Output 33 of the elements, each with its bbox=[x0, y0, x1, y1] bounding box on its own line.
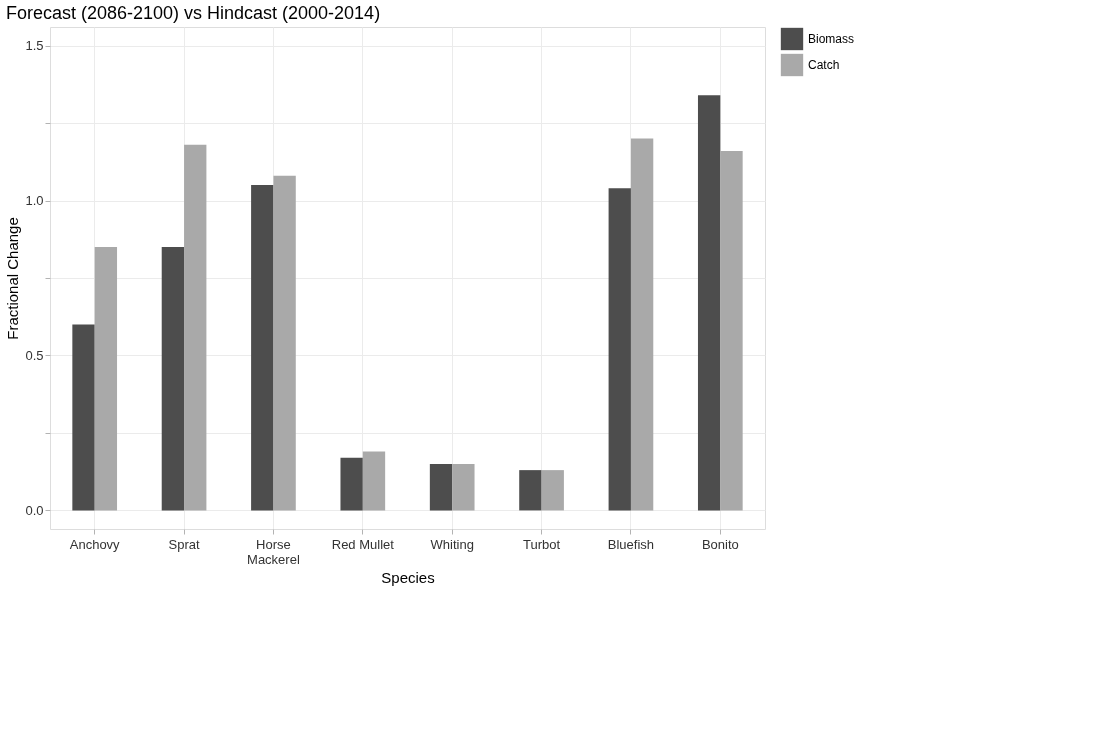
x-tick-label: Turbot bbox=[523, 536, 561, 552]
y-tick-label: 1.0 bbox=[25, 193, 44, 209]
bar bbox=[72, 324, 95, 511]
x-tick-label: Sprat bbox=[168, 536, 200, 552]
x-tick-label: Horse Mackerel bbox=[247, 536, 300, 567]
bar bbox=[697, 95, 721, 511]
y-tick-label: 0.0 bbox=[25, 502, 44, 518]
bar bbox=[161, 247, 185, 511]
chart-title: Forecast (2086-2100) vs Hindcast (2000-2014) bbox=[5, 3, 381, 23]
bar bbox=[452, 463, 475, 511]
legend-label: Biomass bbox=[808, 32, 855, 46]
bar bbox=[720, 150, 743, 511]
x-tick-label: Bonito bbox=[701, 536, 739, 552]
y-tick-label: 1.5 bbox=[25, 38, 44, 54]
legend-label: Catch bbox=[808, 58, 840, 72]
bar bbox=[251, 185, 274, 511]
x-tick-label: Whiting bbox=[430, 536, 474, 552]
bar bbox=[519, 470, 542, 511]
y-tick-label: 0.5 bbox=[25, 347, 44, 363]
x-tick-label: Anchovy bbox=[69, 536, 121, 552]
x-axis-title: Species bbox=[381, 568, 435, 586]
bar bbox=[273, 175, 296, 511]
bar bbox=[94, 247, 118, 511]
y-axis-title: Fractional Change bbox=[4, 217, 22, 340]
bar bbox=[184, 144, 207, 511]
bar bbox=[429, 463, 453, 511]
bar bbox=[340, 457, 363, 511]
bar bbox=[541, 470, 564, 511]
bar bbox=[630, 138, 654, 511]
bar bbox=[362, 451, 386, 511]
x-tick-label: Bluefish bbox=[607, 536, 655, 552]
bar bbox=[608, 188, 631, 511]
x-tick-label: Red Mullet bbox=[331, 536, 395, 552]
